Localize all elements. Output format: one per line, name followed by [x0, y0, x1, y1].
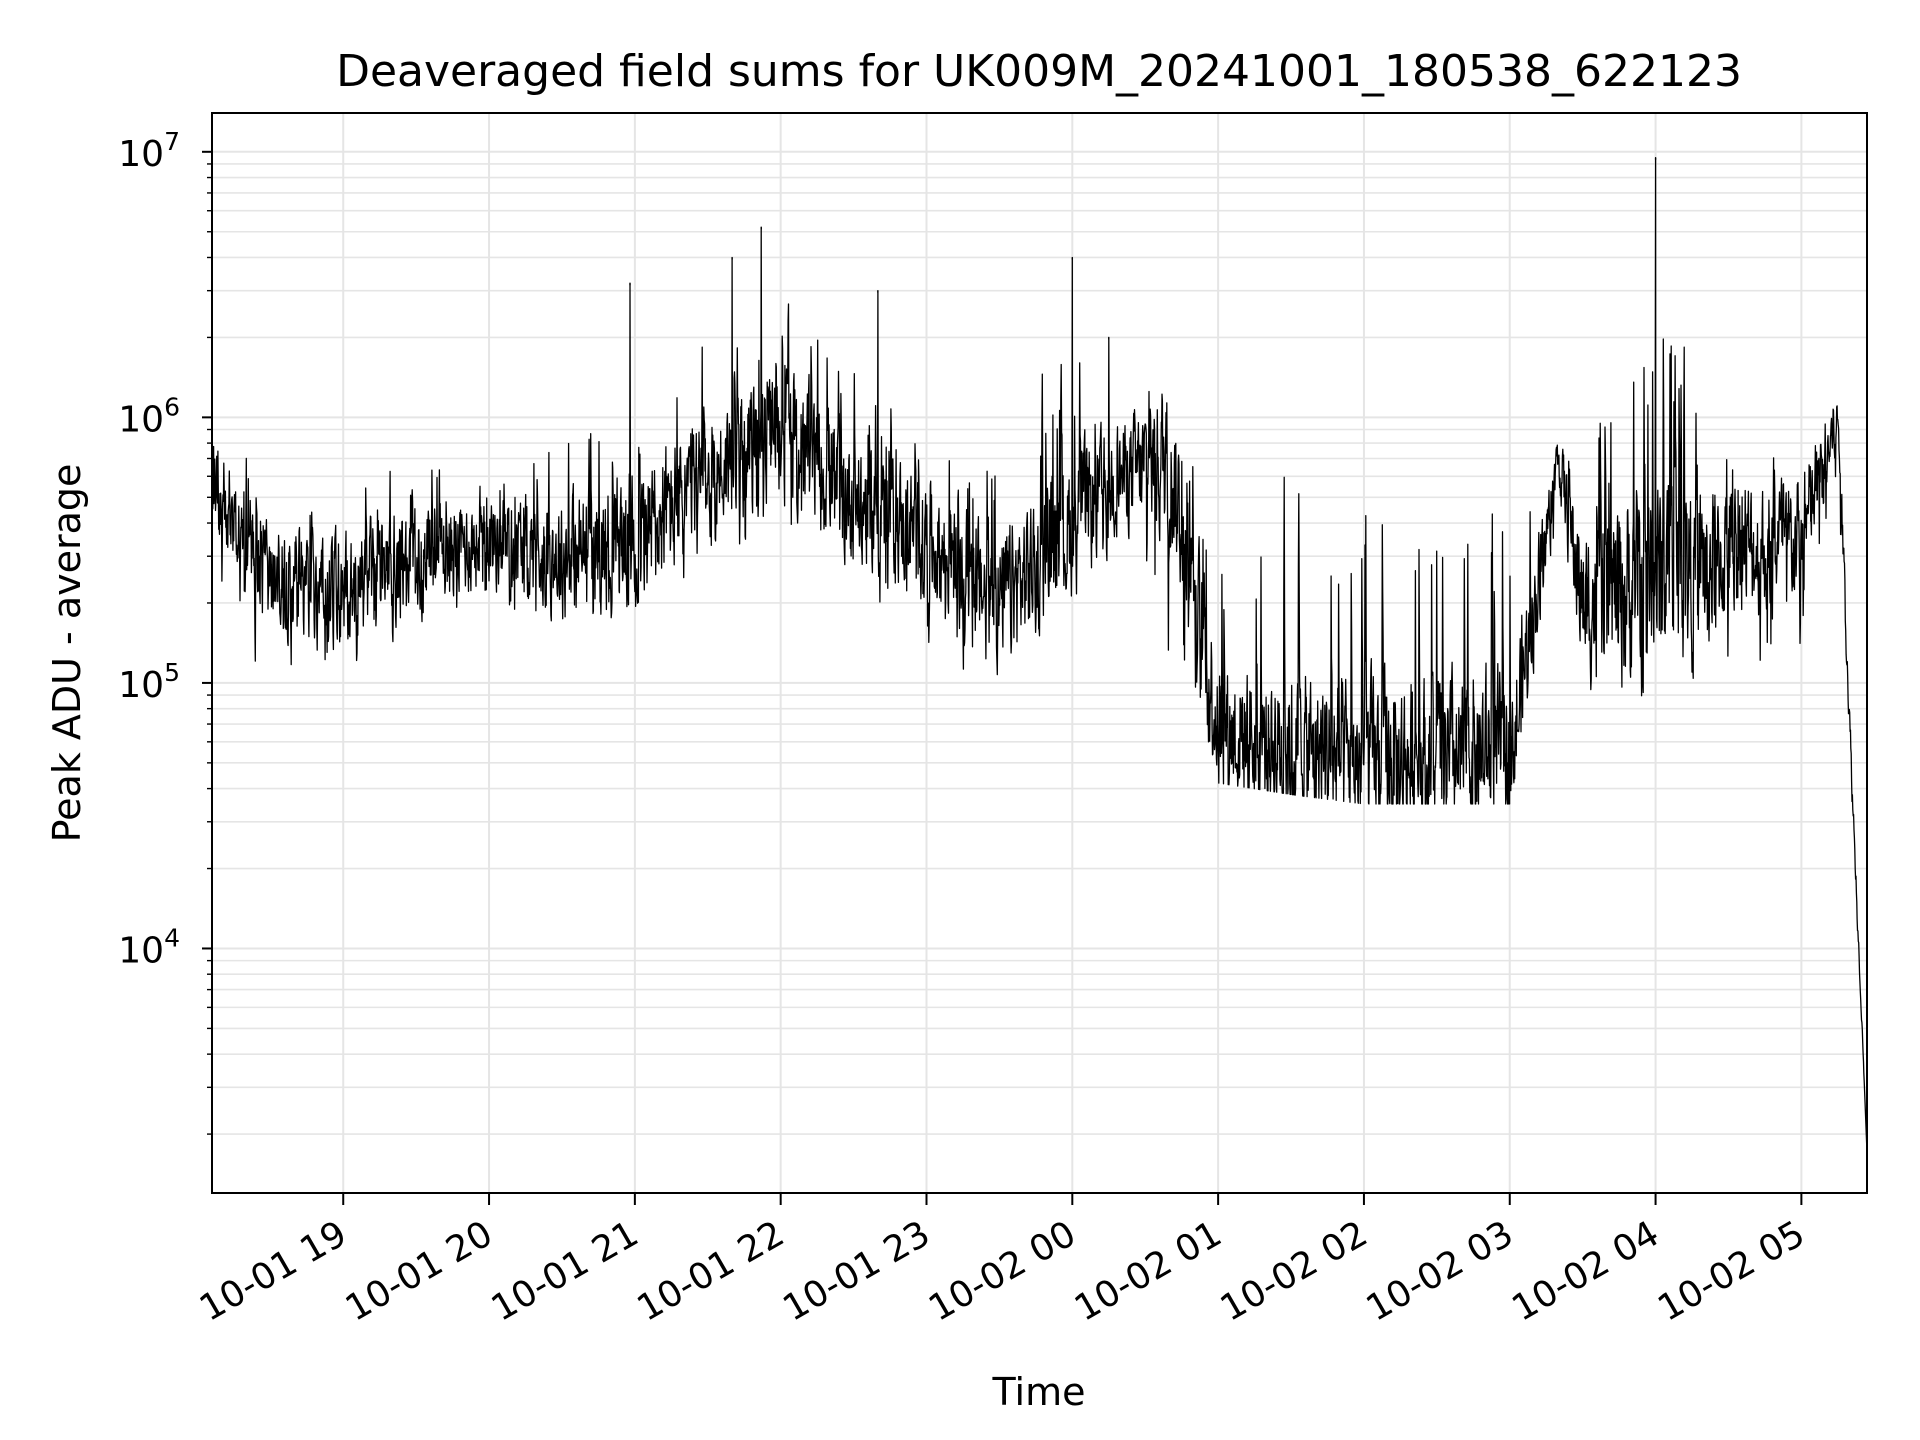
y-tick-base: 10	[118, 134, 164, 175]
y-tick-base: 10	[118, 930, 164, 971]
plot-frame	[211, 112, 1868, 1194]
y-tick-label: 105	[118, 658, 180, 706]
series-line	[212, 157, 1867, 1153]
y-tick-exponent: 4	[164, 923, 180, 952]
y-tick-exponent: 6	[164, 392, 180, 421]
y-tick-label: 107	[118, 127, 180, 175]
x-axis-label: Time	[992, 1370, 1086, 1414]
plot-area	[212, 157, 1867, 1153]
y-tick-label: 106	[118, 392, 180, 440]
y-tick-exponent: 5	[164, 658, 180, 687]
y-tick-exponent: 7	[164, 127, 180, 156]
grid	[212, 113, 1867, 1193]
y-tick-label: 104	[118, 923, 180, 971]
y-axis-label: Peak ADU - average	[45, 464, 89, 843]
y-tick-base: 10	[118, 665, 164, 706]
y-tick-base: 10	[118, 399, 164, 440]
chart-title: Deaveraged field sums for UK009M_2024100…	[336, 46, 1742, 97]
